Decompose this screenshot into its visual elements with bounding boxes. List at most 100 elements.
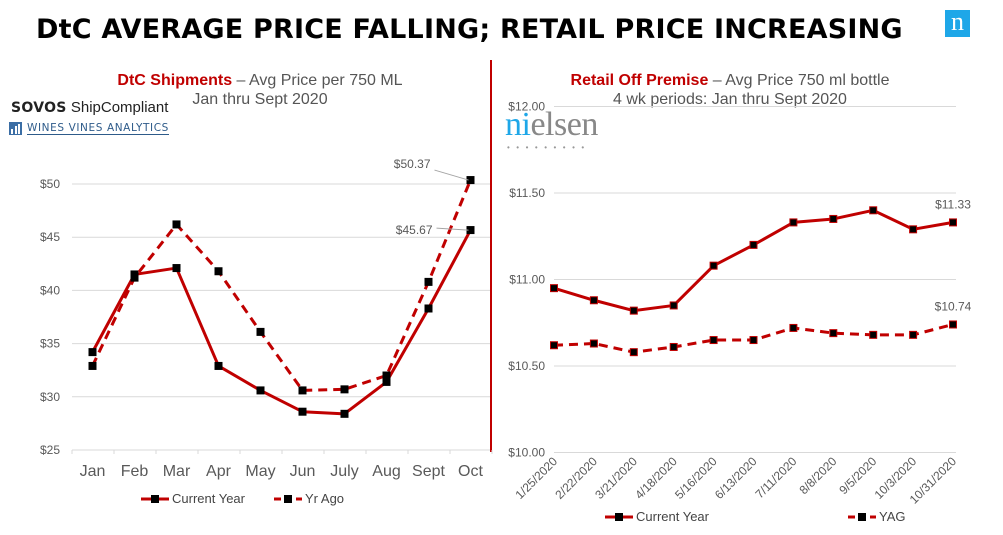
- data-point-marker: [789, 323, 798, 332]
- x-tick-label: 4/18/2020: [632, 454, 680, 502]
- right-chart-title-rest: – Avg Price 750 ml bottle: [708, 72, 890, 89]
- legend-solid-line-icon: [605, 512, 633, 521]
- data-label: $11.33: [935, 197, 971, 211]
- legend-label: Current Year: [172, 491, 245, 506]
- nielsen-brand-icon: n: [945, 9, 970, 37]
- legend-item-current-year: Current Year: [140, 491, 245, 506]
- sovos-shipcompliant-logo: SOVOS ShipCompliant: [11, 99, 168, 116]
- sovos-logo-rest: ShipCompliant: [70, 99, 169, 116]
- chart-divider: [490, 60, 492, 452]
- x-tick-label: Jun: [290, 463, 316, 480]
- data-point-marker: [949, 218, 957, 227]
- y-tick-label: $45: [40, 230, 60, 244]
- y-tick-label: $35: [40, 337, 60, 351]
- x-tick-label: Feb: [121, 463, 149, 480]
- right-chart-legend: Current Year YAG: [604, 509, 934, 524]
- data-point-marker: [629, 306, 638, 315]
- data-point-marker: [466, 226, 475, 235]
- data-point-marker: [88, 361, 97, 370]
- data-point-marker: [829, 329, 838, 338]
- data-point-marker: [909, 225, 918, 234]
- nielsen-logo-dots: •••••••••: [507, 143, 591, 152]
- legend-item-yag: YAG: [847, 509, 906, 524]
- right-chart-subtitle: 4 wk periods: Jan thru Sept 2020: [613, 91, 847, 108]
- data-point-marker: [789, 218, 798, 227]
- sovos-logo-bold: SOVOS: [11, 100, 67, 116]
- y-tick-label: $12.00: [508, 100, 545, 114]
- data-label: $10.74: [935, 299, 972, 313]
- y-tick-label: $25: [40, 443, 60, 457]
- data-point-marker: [424, 304, 433, 313]
- left-chart-title-rest: – Avg Price per 750 ML: [232, 72, 403, 89]
- data-label: $45.67: [396, 223, 433, 237]
- y-tick-label: $10.50: [508, 359, 545, 373]
- data-point-marker: [298, 407, 307, 416]
- data-point-marker: [214, 267, 223, 276]
- data-point-marker: [298, 386, 307, 395]
- data-point-marker: [256, 386, 265, 395]
- x-tick-label: Sept: [412, 463, 445, 480]
- data-label: $50.37: [394, 157, 431, 171]
- legend-item-current-year: Current Year: [604, 509, 709, 524]
- y-tick-label: $50: [40, 177, 60, 191]
- page-title: DtC AVERAGE PRICE FALLING; RETAIL PRICE …: [36, 14, 903, 45]
- x-tick-label: 6/13/2020: [712, 454, 760, 502]
- data-point-marker: [340, 409, 349, 418]
- wines-vines-analytics-logo: WINES VINES ANALYTICS: [9, 122, 169, 135]
- data-point-marker: [669, 342, 678, 351]
- series-line-yr-ago: [91, 179, 472, 392]
- series-line-current-year: [553, 208, 954, 313]
- data-point-marker: [589, 339, 598, 348]
- x-tick-label: 5/16/2020: [672, 454, 720, 502]
- data-point-marker: [88, 348, 97, 357]
- data-point-marker: [256, 327, 265, 336]
- data-point-marker: [869, 206, 878, 215]
- x-tick-label: July: [330, 463, 358, 480]
- x-tick-label: 8/8/2020: [796, 454, 839, 497]
- x-tick-label: 3/21/2020: [592, 454, 640, 502]
- data-label-leader-line: [434, 169, 469, 181]
- x-tick-label: 1/25/2020: [512, 454, 560, 502]
- right-chart-title-highlight: Retail Off Premise: [570, 72, 709, 89]
- data-point-marker: [749, 240, 758, 249]
- data-point-marker: [172, 264, 181, 273]
- data-point-marker: [424, 277, 433, 286]
- legend-dashed-line-icon: [274, 494, 302, 503]
- data-point-marker: [709, 336, 718, 345]
- data-point-marker: [909, 330, 918, 339]
- data-point-marker: [340, 385, 349, 394]
- data-point-marker: [466, 176, 475, 185]
- nielsen-logo-first: ni: [505, 106, 531, 143]
- legend-label: YAG: [879, 509, 906, 524]
- y-tick-label: $40: [40, 283, 60, 297]
- nielsen-logo: nielsen: [505, 108, 598, 142]
- y-tick-label: $11.00: [509, 273, 545, 287]
- data-point-marker: [550, 284, 558, 293]
- left-chart-title: DtC Shipments – Avg Price per 750 ML Jan…: [70, 71, 450, 109]
- data-point-marker: [589, 296, 598, 305]
- data-point-marker: [709, 261, 718, 270]
- data-point-marker: [130, 273, 139, 282]
- data-point-marker: [829, 214, 838, 223]
- right-chart-title: Retail Off Premise – Avg Price 750 ml bo…: [520, 71, 940, 109]
- left-chart-title-highlight: DtC Shipments: [117, 72, 233, 89]
- data-point-marker: [949, 320, 957, 329]
- x-tick-label: May: [245, 463, 275, 480]
- data-point-marker: [749, 336, 758, 345]
- data-point-marker: [214, 361, 223, 370]
- bar-chart-icon: [9, 122, 22, 135]
- left-chart-legend: Current Year Yr Ago: [140, 491, 372, 506]
- y-tick-label: $10.00: [508, 446, 545, 460]
- data-point-marker: [172, 220, 181, 229]
- y-tick-label: $11.50: [509, 186, 545, 200]
- wva-logo-text: WINES VINES ANALYTICS: [27, 122, 169, 135]
- x-tick-label: 7/11/2020: [752, 454, 799, 501]
- data-point-marker: [669, 301, 678, 310]
- y-tick-label: $30: [40, 390, 60, 404]
- series-line-current-year: [91, 229, 472, 416]
- data-point-marker: [382, 377, 391, 386]
- x-tick-label: Jan: [80, 463, 106, 480]
- data-point-marker: [869, 330, 878, 339]
- x-tick-label: Mar: [163, 463, 191, 480]
